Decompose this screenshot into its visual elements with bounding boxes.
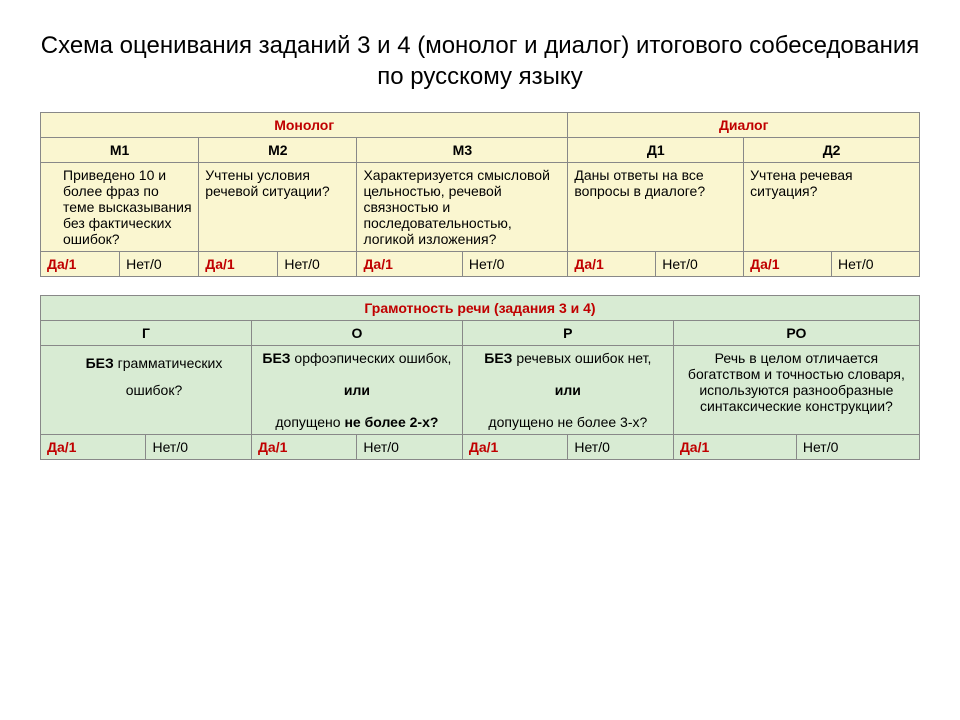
col-m3: М3 bbox=[357, 138, 568, 163]
score-yes: Да/1 bbox=[363, 256, 392, 272]
score-no: Нет/0 bbox=[462, 252, 567, 277]
score-no: Нет/0 bbox=[796, 435, 919, 460]
score-yes: Да/1 bbox=[469, 439, 498, 455]
score-no: Нет/0 bbox=[568, 435, 673, 460]
score-yes: Да/1 bbox=[574, 256, 603, 272]
score-no: Нет/0 bbox=[120, 252, 199, 277]
table-monolog-dialog: Монолог Диалог М1 М2 М3 Д1 Д2 Приведено … bbox=[40, 112, 920, 277]
crit-m1: Приведено 10 и более фраз по теме высказ… bbox=[41, 163, 199, 252]
score-yes: Да/1 bbox=[258, 439, 287, 455]
col-g: Г bbox=[41, 321, 252, 346]
page-title: Схема оценивания заданий 3 и 4 (монолог … bbox=[40, 30, 920, 92]
crit-m3: Характеризуется смысловой цельностью, ре… bbox=[357, 163, 568, 252]
col-d2: Д2 bbox=[744, 138, 920, 163]
table-grammar: Грамотность речи (задания 3 и 4) Г О Р Р… bbox=[40, 295, 920, 460]
crit-m2: Учтены условия речевой ситуации? bbox=[199, 163, 357, 252]
score-yes: Да/1 bbox=[47, 256, 76, 272]
section-grammar: Грамотность речи (задания 3 и 4) bbox=[41, 296, 920, 321]
crit-ro: Речь в целом отличается богатством и точ… bbox=[673, 346, 919, 435]
col-d1: Д1 bbox=[568, 138, 744, 163]
score-yes: Да/1 bbox=[750, 256, 779, 272]
score-no: Нет/0 bbox=[357, 435, 462, 460]
crit-g: БЕЗ грамматических ошибок? bbox=[41, 346, 252, 435]
col-m2: М2 bbox=[199, 138, 357, 163]
crit-r: БЕЗ речевых ошибок нет, или допущено не … bbox=[462, 346, 673, 435]
crit-o: БЕЗ орфоэпических ошибок, или допущено н… bbox=[251, 346, 462, 435]
score-yes: Да/1 bbox=[680, 439, 709, 455]
score-no: Нет/0 bbox=[146, 435, 251, 460]
section-monolog: Монолог bbox=[41, 113, 568, 138]
col-ro: РО bbox=[673, 321, 919, 346]
crit-d1: Даны ответы на все вопросы в диалоге? bbox=[568, 163, 744, 252]
col-o: О bbox=[251, 321, 462, 346]
score-no: Нет/0 bbox=[832, 252, 920, 277]
score-yes: Да/1 bbox=[47, 439, 76, 455]
crit-d2: Учтена речевая ситуация? bbox=[744, 163, 920, 252]
score-yes: Да/1 bbox=[205, 256, 234, 272]
score-no: Нет/0 bbox=[656, 252, 744, 277]
col-m1: М1 bbox=[41, 138, 199, 163]
section-dialog: Диалог bbox=[568, 113, 920, 138]
col-r: Р bbox=[462, 321, 673, 346]
score-no: Нет/0 bbox=[278, 252, 357, 277]
